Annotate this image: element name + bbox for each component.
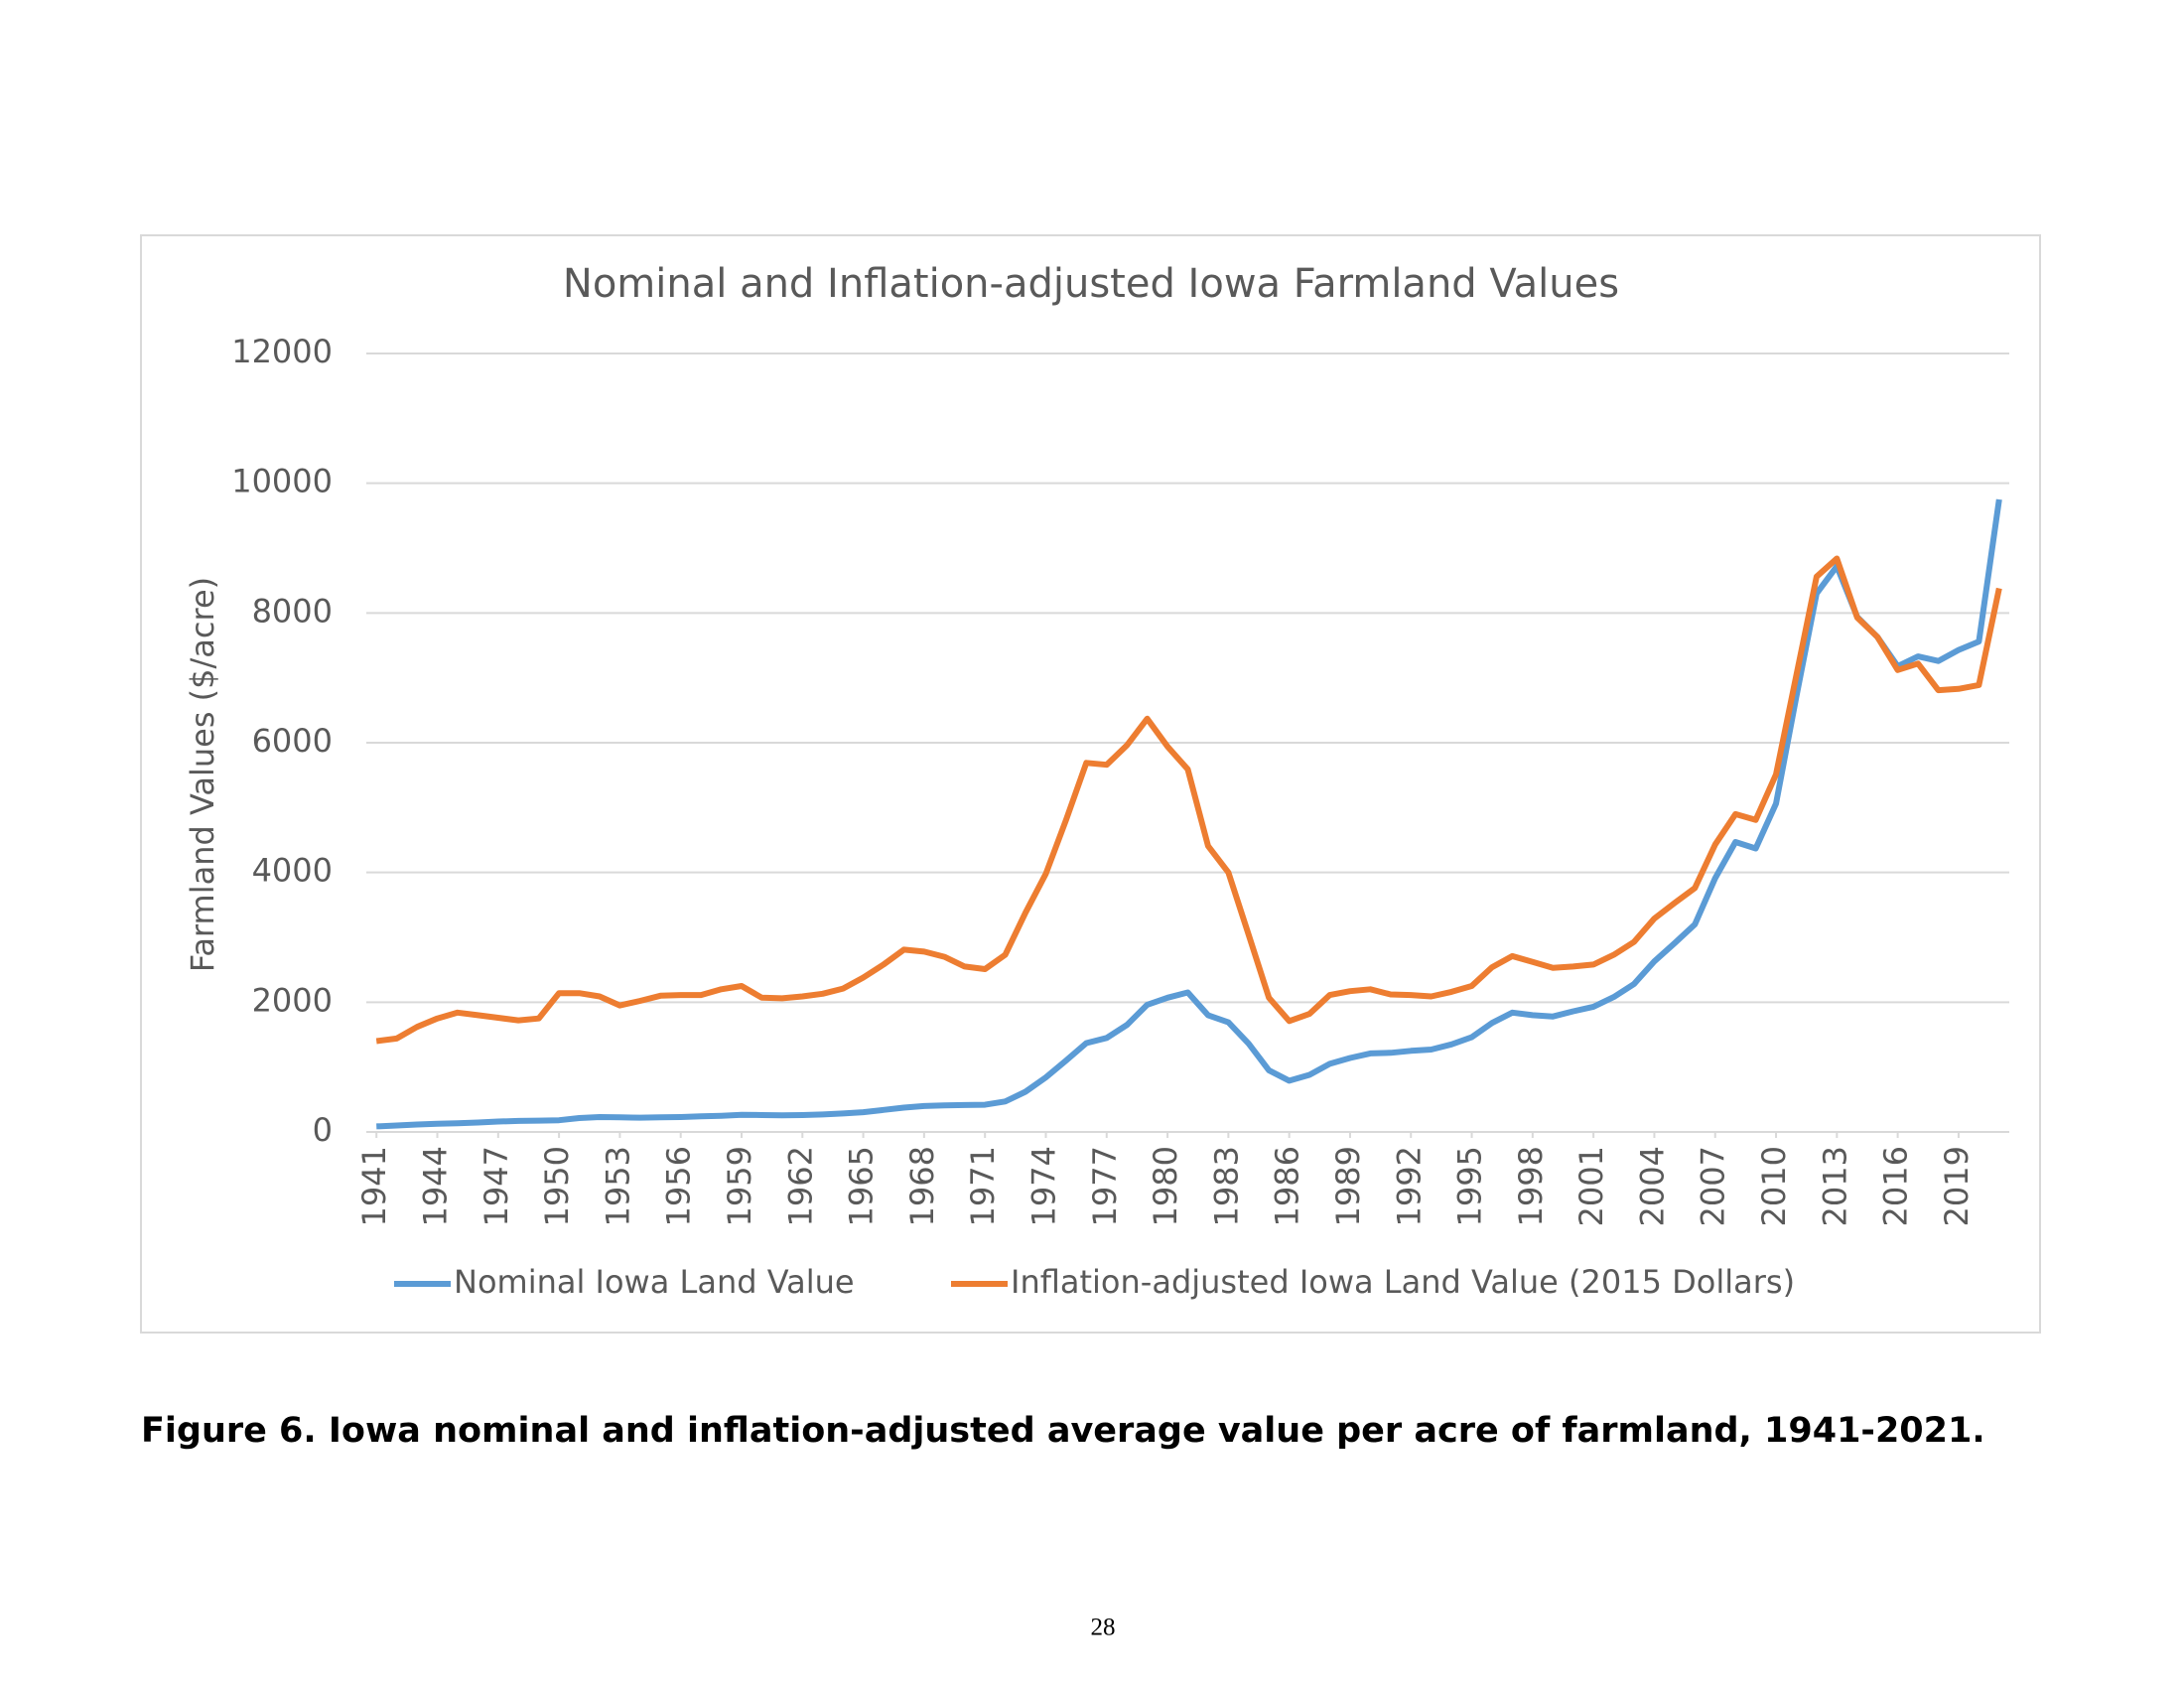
y-tick-label: 4000: [252, 852, 333, 890]
x-tick-label: 1956: [660, 1146, 698, 1226]
y-tick-label: 6000: [252, 722, 333, 760]
x-tick-label: 1968: [903, 1146, 941, 1226]
x-tick-label: 1962: [781, 1146, 819, 1226]
legend-label: Nominal Iowa Land Value: [454, 1263, 855, 1301]
chart-frame: [140, 234, 2041, 1334]
y-axis-label: Farmland Values ($/acre): [184, 577, 221, 972]
y-tick-label: 10000: [231, 463, 333, 500]
x-tick-label: 1959: [721, 1146, 758, 1226]
x-tick-label: 1941: [355, 1146, 393, 1226]
x-tick-label: 2016: [1877, 1146, 1915, 1226]
x-tick-label: 1953: [599, 1146, 636, 1226]
x-tick-label: 1950: [538, 1146, 576, 1226]
x-tick-label: 2013: [1816, 1146, 1853, 1226]
x-tick-label: 1944: [417, 1146, 455, 1226]
y-tick-label: 8000: [252, 592, 333, 630]
page-number: 28: [1091, 1615, 1116, 1641]
x-tick-label: 1998: [1512, 1146, 1550, 1226]
x-tick-label: 1965: [843, 1146, 881, 1226]
figure-caption: Figure 6. Iowa nominal and inflation-adj…: [141, 1411, 1985, 1451]
x-tick-label: 1992: [1390, 1146, 1428, 1226]
chart-title: Nominal and Inflation-adjusted Iowa Farm…: [563, 261, 1619, 307]
x-tick-label: 1971: [964, 1146, 1002, 1226]
x-tick-label: 2019: [1938, 1146, 1976, 1226]
legend-label: Inflation-adjusted Iowa Land Value (2015…: [1011, 1263, 1795, 1301]
x-tick-label: 1995: [1451, 1146, 1489, 1226]
x-tick-label: 1974: [1024, 1146, 1062, 1226]
x-tick-label: 1947: [478, 1146, 515, 1226]
x-tick-label: 2010: [1755, 1146, 1793, 1226]
x-tick-label: 2001: [1572, 1146, 1610, 1226]
data-line: [376, 498, 2002, 1130]
y-tick-label: 2000: [252, 981, 333, 1019]
x-tick-label: 1983: [1207, 1146, 1245, 1226]
data-line: [375, 555, 2002, 1045]
x-tick-label: 1989: [1329, 1146, 1367, 1226]
x-tick-label: 1986: [1269, 1146, 1306, 1226]
x-tick-label: 2004: [1633, 1146, 1671, 1226]
x-tick-label: 2007: [1695, 1146, 1732, 1226]
y-tick-label: 12000: [231, 333, 333, 370]
x-tick-label: 1980: [1147, 1146, 1184, 1226]
y-tick-label: 0: [313, 1111, 333, 1149]
x-tick-label: 1977: [1086, 1146, 1124, 1226]
